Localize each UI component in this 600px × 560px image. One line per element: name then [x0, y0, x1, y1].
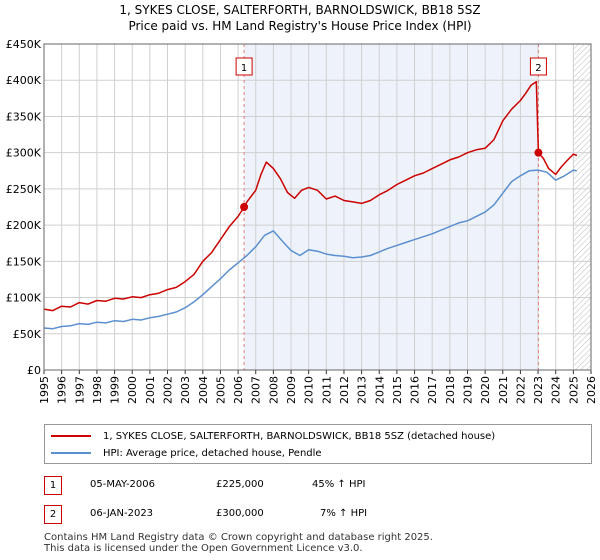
legend-property-swatch	[51, 435, 91, 437]
y-tick-label: £100K	[6, 292, 42, 305]
x-tick-label: 2024	[550, 376, 563, 404]
x-tick-label: 2025	[567, 376, 580, 404]
x-tick-label: 2000	[126, 376, 139, 404]
x-tick-label: 2008	[267, 376, 280, 404]
forecast-hatch	[573, 44, 591, 370]
legend-hpi-swatch	[51, 452, 91, 454]
x-tick-label: 1995	[38, 376, 51, 404]
x-tick-label: 2009	[285, 376, 298, 404]
transaction-hpi-change: 45% ↑ HPI	[312, 479, 366, 490]
y-tick-label: £300K	[6, 147, 42, 160]
legend: 1, SYKES CLOSE, SALTERFORTH, BARNOLDSWIC…	[44, 424, 592, 464]
y-tick-label: £400K	[6, 74, 42, 87]
y-tick-label: £0	[27, 364, 41, 377]
footer-copyright: Contains HM Land Registry data © Crown c…	[44, 532, 433, 543]
y-tick-label: £350K	[6, 110, 42, 123]
x-tick-label: 2002	[162, 376, 175, 404]
transaction-hpi-change: 7% ↑ HPI	[320, 508, 368, 519]
x-tick-label: 2022	[514, 376, 527, 404]
hpi-line	[43, 169, 578, 330]
x-tick-label: 2021	[497, 376, 510, 404]
chart-title-line1: 1, SYKES CLOSE, SALTERFORTH, BARNOLDSWIC…	[119, 3, 481, 17]
y-tick-label: £200K	[6, 219, 42, 232]
x-tick-label: 2015	[391, 376, 404, 404]
x-tick-label: 2018	[444, 376, 457, 404]
ownership-shade	[244, 44, 539, 370]
sale-marker-box	[529, 57, 547, 76]
transaction-price: £300,000	[216, 508, 264, 519]
transaction-date: 06-JAN-2023	[90, 508, 154, 519]
x-tick-label: 2014	[373, 376, 386, 404]
x-tick-label: 2020	[479, 376, 492, 404]
y-tick-label: £450K	[6, 38, 42, 51]
x-tick-label: 1998	[91, 376, 104, 404]
sale-marker-label: 1	[241, 63, 247, 74]
price-chart: £0 £50K £100K £150K £200K £250K £300K £350K £400…	[6, 38, 598, 404]
x-tick-label: 1999	[109, 376, 122, 404]
property-price-line	[43, 80, 578, 312]
sale-point	[534, 148, 543, 157]
sale-marker-label: 2	[535, 63, 541, 74]
transaction-badge: 1	[44, 476, 62, 495]
y-tick-label: £250K	[6, 183, 42, 196]
x-tick-label: 2012	[338, 376, 351, 404]
transaction-date: 05-MAY-2006	[90, 479, 156, 490]
x-tick-label: 1997	[73, 376, 86, 404]
x-tick-label: 2010	[303, 376, 316, 404]
x-tick-label: 2026	[585, 376, 598, 404]
x-tick-label: 2004	[197, 376, 210, 404]
chart-title-line2: Price paid vs. HM Land Registry's House …	[128, 19, 472, 33]
x-tick-label: 2001	[144, 376, 157, 404]
x-tick-label: 2006	[232, 376, 245, 404]
y-tick-label: £50K	[13, 328, 42, 341]
x-tick-label: 2007	[250, 376, 263, 404]
x-tick-label: 2016	[409, 376, 422, 404]
transaction-price: £225,000	[216, 479, 264, 490]
x-tick-label: 2017	[426, 376, 439, 404]
x-tick-label: 2011	[320, 376, 333, 404]
legend-property-label: 1, SYKES CLOSE, SALTERFORTH, BARNOLDSWIC…	[103, 430, 496, 442]
x-tick-label: 2023	[532, 376, 545, 404]
sale-point	[240, 203, 249, 211]
sale-marker-box	[235, 57, 253, 76]
x-tick-label: 2019	[461, 376, 474, 404]
x-tick-label: 2013	[356, 376, 369, 404]
x-tick-label: 1996	[56, 376, 69, 404]
legend-hpi-label: HPI: Average price, detached house, Pend…	[103, 447, 322, 459]
y-tick-label: £150K	[6, 255, 42, 268]
plot-frame	[43, 43, 592, 371]
x-tick-label: 2003	[179, 376, 192, 404]
transaction-badge: 2	[44, 505, 62, 524]
x-tick-label: 2005	[214, 376, 227, 404]
footer-licence: This data is licensed under the Open Gov…	[44, 543, 363, 554]
